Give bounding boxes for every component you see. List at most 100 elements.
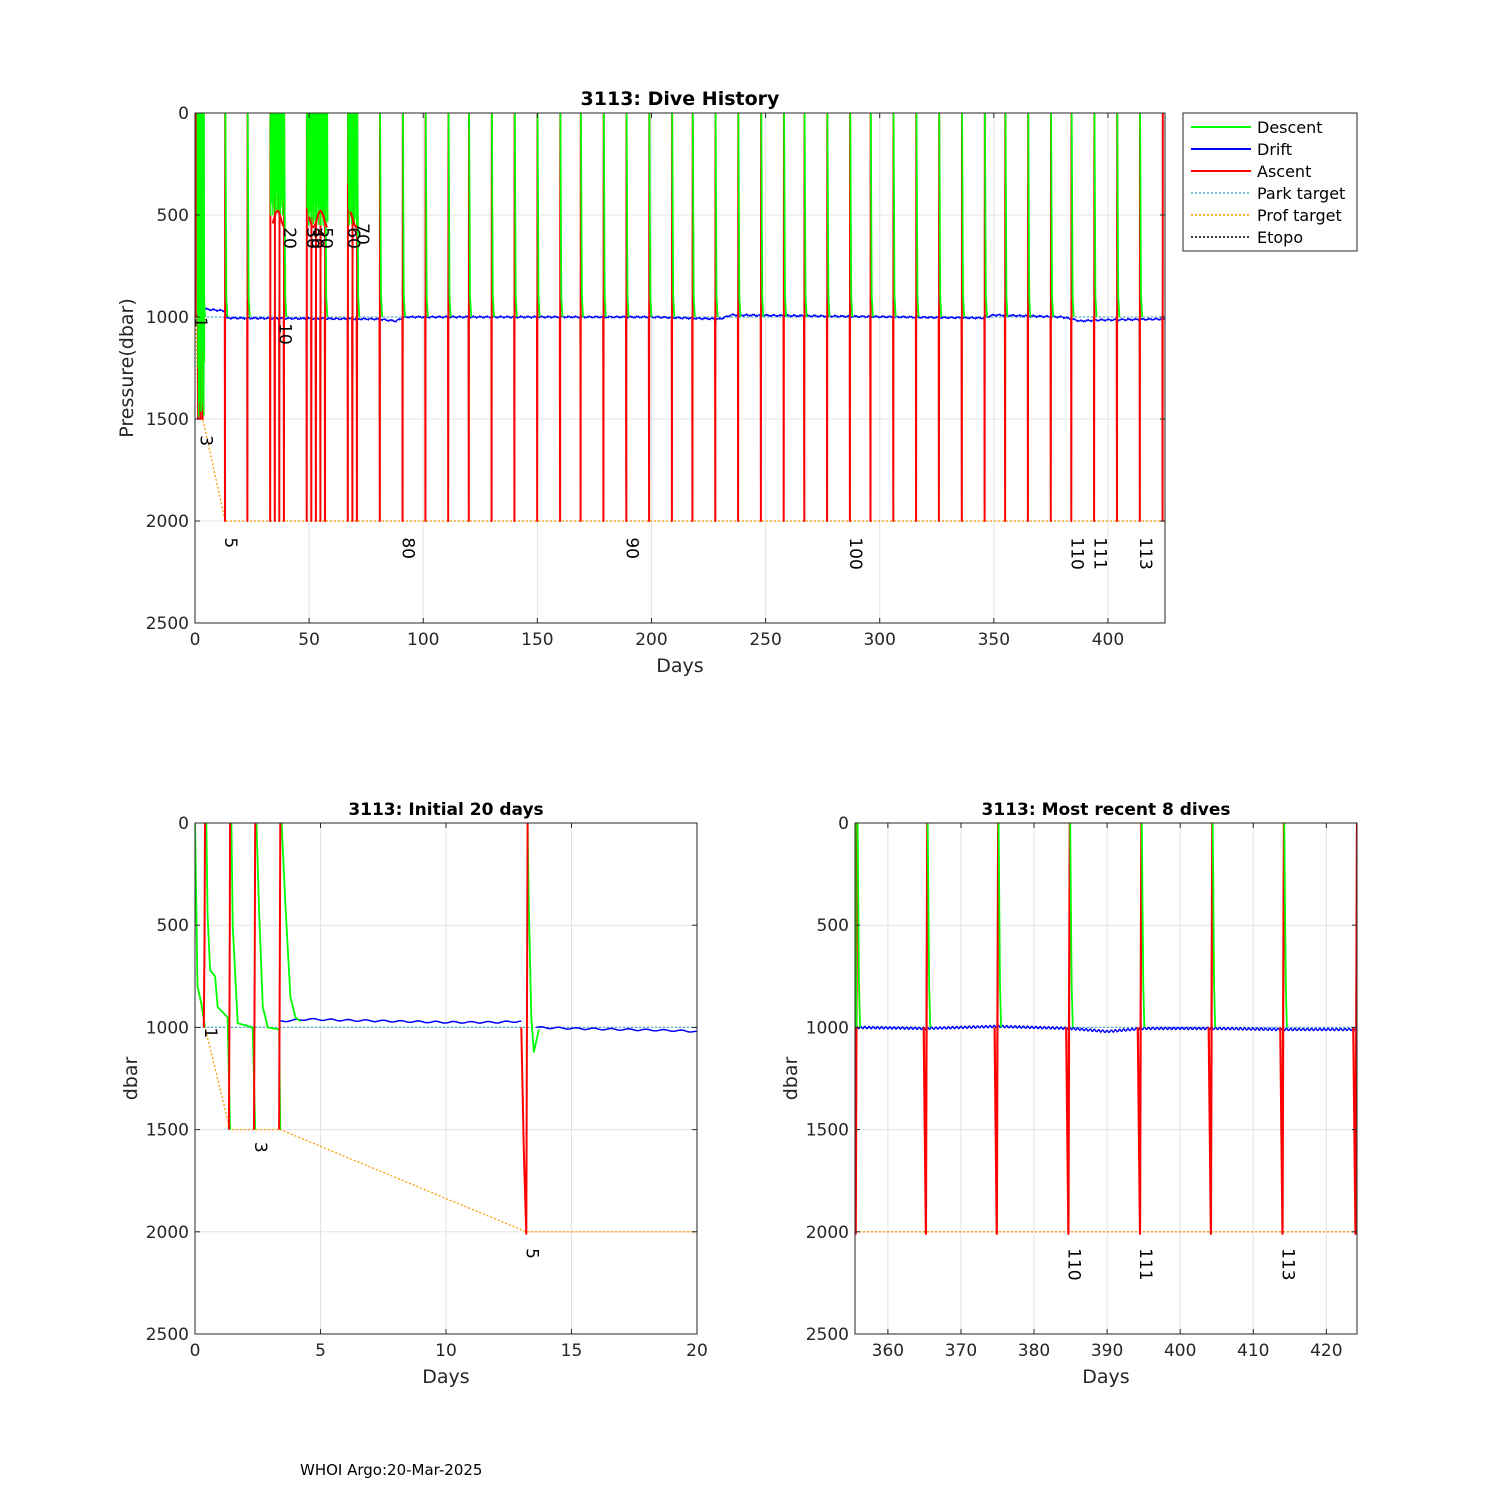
descent-profile	[648, 113, 653, 318]
axes-box	[854, 822, 1358, 1335]
footer-credit: WHOI Argo:20-Mar-2025	[300, 1461, 483, 1479]
descent-profile	[737, 113, 742, 318]
x-axis-label: Days	[656, 655, 703, 677]
dive-number-label: 100	[845, 537, 865, 569]
descent-profile	[580, 113, 584, 318]
x-axis-label: Days	[422, 1366, 469, 1388]
descent-profile	[195, 823, 206, 1028]
dive-number-label: 113	[1135, 537, 1155, 569]
dive-number-label: 60	[343, 227, 363, 249]
descent-profile	[536, 113, 541, 318]
dive-number-label: 80	[398, 537, 418, 559]
descent-profile	[447, 113, 452, 318]
descent-profile	[424, 113, 429, 318]
x-tick-label: 200	[635, 630, 667, 650]
y-tick-label: 2000	[806, 1223, 849, 1243]
y-tick-label: 1000	[146, 1018, 189, 1038]
dive-number-label: 40	[306, 227, 326, 249]
legend-label: Prof target	[1257, 206, 1342, 225]
dive-number-label: 110	[1063, 1248, 1083, 1280]
descent-profile	[1069, 823, 1074, 1028]
x-tick-label: 100	[407, 630, 439, 650]
descent-profile	[625, 113, 630, 318]
descent-profile	[783, 113, 787, 318]
descent-profile	[856, 823, 861, 1028]
dive-number-label: 50	[316, 227, 336, 249]
descent-burst	[347, 113, 359, 226]
descent-profile	[1070, 113, 1075, 318]
y-tick-label: 0	[178, 814, 189, 834]
descent-profile	[849, 113, 854, 318]
y-tick-label: 2000	[146, 1223, 189, 1243]
descent-profile	[379, 113, 384, 318]
drift-line	[855, 1024, 1356, 1034]
x-tick-label: 250	[749, 630, 781, 650]
plot-lines	[855, 823, 1357, 1235]
initial-20-days-axes: 1 3 5 0 5 10 15 20 0 500 1000 1500 2000 2500 3113: Ini…	[120, 800, 708, 1388]
x-tick-label: 50	[298, 630, 320, 650]
chart-title: 3113: Most recent 8 dives	[982, 800, 1231, 820]
x-tick-label: 410	[1237, 1341, 1269, 1361]
descent-profile	[915, 113, 920, 318]
descent-profile	[1050, 113, 1055, 318]
descent-profile	[1139, 113, 1144, 318]
descent-profile	[714, 113, 719, 318]
legend-label: Descent	[1257, 118, 1323, 137]
ascent-profile	[314, 113, 318, 522]
dive-number-label: 90	[621, 537, 641, 559]
descent-profile	[760, 113, 765, 318]
descent-burst	[269, 113, 286, 216]
descent-profile	[402, 113, 406, 318]
ascent-profile	[1207, 823, 1214, 1235]
x-tick-label: 150	[521, 630, 553, 650]
y-tick-label: 500	[157, 916, 189, 936]
descent-profile	[926, 823, 932, 1028]
ascent-profile	[1279, 823, 1286, 1235]
ascent-burst	[308, 209, 329, 229]
descent-profile	[671, 113, 676, 318]
x-tick-label: 420	[1310, 1341, 1342, 1361]
descent-profile	[1211, 823, 1217, 1028]
x-tick-label: 370	[945, 1341, 977, 1361]
ascent-profile	[1136, 823, 1143, 1235]
y-tick-label: 1500	[806, 1121, 849, 1141]
y-axis-label: dbar	[780, 1057, 802, 1101]
dive-number-label: 3	[250, 1142, 270, 1153]
dive-number-label: 111	[1089, 537, 1109, 569]
descent-profile	[691, 113, 696, 318]
legend: Descent Drift Ascent Park target Prof target…	[1182, 112, 1358, 252]
drift-line	[280, 1017, 522, 1024]
y-tick-label: 500	[157, 206, 189, 226]
x-tick-label: 0	[190, 630, 201, 650]
descent-profile	[826, 113, 831, 318]
legend-box	[1182, 112, 1358, 252]
x-tick-label: 390	[1091, 1341, 1123, 1361]
dive-number-label: 3	[195, 435, 215, 446]
descent-profile	[1027, 113, 1032, 318]
descent-profile	[602, 113, 607, 318]
legend-label: Ascent	[1257, 162, 1311, 181]
y-tick-label: 2500	[146, 614, 189, 634]
ascent-burst	[349, 211, 358, 229]
descent-profile	[280, 823, 301, 1022]
descent-profile	[961, 113, 966, 318]
y-tick-label: 2500	[806, 1325, 849, 1345]
chart-title: 3113: Dive History	[581, 88, 780, 110]
y-axis-label: Pressure(dbar)	[116, 298, 138, 438]
y-tick-label: 0	[838, 814, 849, 834]
x-tick-label: 0	[190, 1341, 201, 1361]
ascent-profile	[351, 113, 354, 522]
y-axis-label: dbar	[120, 1057, 142, 1101]
ascent-profile	[227, 823, 232, 1130]
ascent-profile	[922, 823, 929, 1235]
descent-profile	[513, 113, 518, 318]
legend-label: Park target	[1257, 184, 1345, 203]
ascent-burst	[271, 210, 285, 228]
y-tick-label: 500	[817, 916, 849, 936]
ascent-profile	[278, 113, 281, 522]
dive-number-label: 1	[190, 317, 210, 328]
x-tick-label: 350	[978, 630, 1010, 650]
dive-number-label: 5	[220, 537, 240, 548]
